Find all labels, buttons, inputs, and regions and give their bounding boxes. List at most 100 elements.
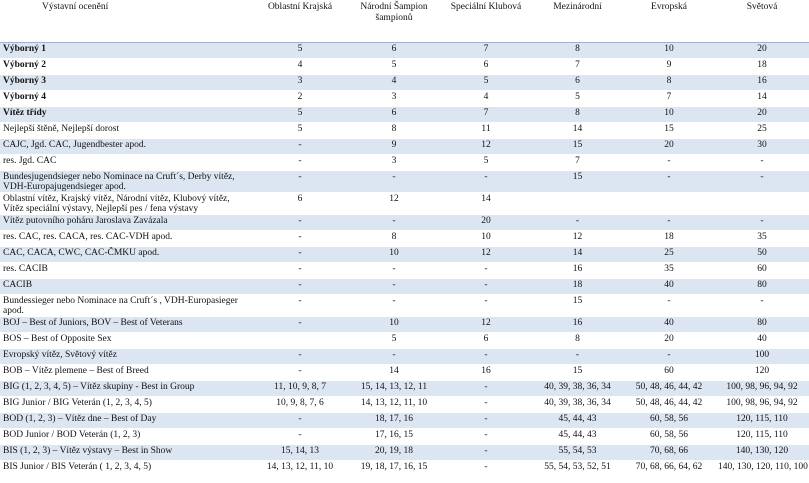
cell-national: - — [348, 294, 440, 317]
table-row: BIG Junior / BIG Veterán (1, 2, 3, 4, 5)… — [0, 396, 809, 413]
table-row: res. CAC, res. CACA, res. CAC-VDH apod. -… — [0, 230, 809, 247]
row-label: Bundessieger nebo Nominace na Cruft´s , … — [0, 294, 252, 317]
cell-national: 3 — [348, 90, 440, 107]
cell-national: - — [348, 278, 440, 295]
cell-national: 14 — [348, 364, 440, 381]
table-row: Oblastní vítěz, Krajský vítěz, Národní v… — [0, 192, 809, 215]
cell-world: 140, 130, 120 — [715, 444, 809, 461]
cell-european: 25 — [623, 246, 715, 263]
table-row: Bundesjugendsieger nebo Nominace na Cruf… — [0, 170, 809, 193]
cell-special-club: - — [440, 294, 532, 317]
cell-international: 55, 54, 53, 52, 51 — [532, 460, 623, 477]
cell-national: 5 — [348, 58, 440, 75]
cell-special-club: 7 — [440, 42, 532, 59]
cell-world: 100, 98, 96, 94, 92 — [715, 380, 809, 397]
cell-european: - — [623, 214, 715, 231]
cell-international: 15 — [532, 170, 623, 193]
cell-international: 5 — [532, 90, 623, 107]
cell-european: 40 — [623, 316, 715, 333]
cell-world — [715, 192, 809, 215]
cell-international: 7 — [532, 154, 623, 171]
cell-international: 6 — [532, 74, 623, 91]
row-label: Nejlepší štěně, Nejlepší dorost — [0, 122, 252, 139]
cell-national: 15, 14, 13, 12, 11 — [348, 380, 440, 397]
row-label: BIG (1, 2, 3, 4, 5) – Vítěz skupiny - Be… — [0, 380, 252, 397]
cell-regional: 14, 13, 12, 11, 10 — [252, 460, 348, 477]
cell-regional — [252, 332, 348, 349]
cell-regional: 3 — [252, 74, 348, 91]
cell-international: 40, 39, 38, 36, 34 — [532, 380, 623, 397]
table-row: BIS Junior / BIS Veterán ( 1, 2, 3, 4, 5… — [0, 460, 809, 477]
cell-special-club: - — [440, 170, 532, 193]
cell-world: 20 — [715, 106, 809, 123]
row-label: BIG Junior / BIG Veterán (1, 2, 3, 4, 5) — [0, 396, 252, 413]
cell-regional: 6 — [252, 192, 348, 215]
cell-special-club: 12 — [440, 138, 532, 155]
cell-european: 8 — [623, 74, 715, 91]
cell-special-club: 16 — [440, 364, 532, 381]
row-label: BOD Junior / BOD Veterán (1, 2, 3) — [0, 428, 252, 445]
cell-world: 140, 130, 120, 110, 100 — [715, 460, 809, 477]
header-international: Mezinárodní — [532, 0, 623, 43]
row-label: Bundesjugendsieger nebo Nominace na Cruf… — [0, 170, 252, 193]
cell-european: 20 — [623, 138, 715, 155]
cell-world: 40 — [715, 332, 809, 349]
cell-regional: - — [252, 316, 348, 333]
table-row: Vítěz putovního poháru Jaroslava Zavázal… — [0, 214, 809, 231]
cell-international: 15 — [532, 364, 623, 381]
cell-international: 18 — [532, 278, 623, 295]
cell-special-club: - — [440, 262, 532, 279]
cell-special-club: 4 — [440, 90, 532, 107]
cell-international: 16 — [532, 316, 623, 333]
cell-european: - — [623, 170, 715, 193]
cell-european: 35 — [623, 262, 715, 279]
cell-special-club: 20 — [440, 214, 532, 231]
cell-regional: 15, 14, 13 — [252, 444, 348, 461]
cell-national: 12 — [348, 192, 440, 215]
cell-world: 80 — [715, 316, 809, 333]
cell-world: 30 — [715, 138, 809, 155]
cell-regional: - — [252, 170, 348, 193]
cell-national: 6 — [348, 106, 440, 123]
cell-national: - — [348, 170, 440, 193]
cell-national: 10 — [348, 246, 440, 263]
cell-special-club: 10 — [440, 230, 532, 247]
cell-national: 6 — [348, 42, 440, 59]
cell-world: - — [715, 154, 809, 171]
cell-international: 40, 39, 38, 36, 34 — [532, 396, 623, 413]
row-label: Výborný 3 — [0, 74, 252, 91]
cell-international: 7 — [532, 58, 623, 75]
cell-international: 14 — [532, 122, 623, 139]
table-row: BIS (1, 2, 3) – Vítěz výstavy – Best in … — [0, 444, 809, 461]
table-row: BOD Junior / BOD Veterán (1, 2, 3) -17, 1… — [0, 428, 809, 445]
row-label: BOD (1, 2, 3) – Vítěz dne – Best of Day — [0, 412, 252, 429]
header-regional: Oblastní Krajská — [252, 0, 348, 43]
cell-international: 8 — [532, 106, 623, 123]
cell-national: - — [348, 214, 440, 231]
row-label: BOJ – Best of Juniors, BOV – Best of Vet… — [0, 316, 252, 333]
cell-special-club: 14 — [440, 192, 532, 215]
cell-national: 19, 18, 17, 16, 15 — [348, 460, 440, 477]
cell-regional: 10, 9, 8, 7, 6 — [252, 396, 348, 413]
cell-world: 20 — [715, 42, 809, 59]
cell-national: 10 — [348, 316, 440, 333]
cell-national: 8 — [348, 230, 440, 247]
cell-european: 70, 68, 66, 64, 62 — [623, 460, 715, 477]
table-row: CAJC, Jgd. CAC, Jugendbester apod. -9 12 15… — [0, 138, 809, 155]
cell-european: 70, 68, 66 — [623, 444, 715, 461]
row-label: Evropský vítěz, Světový vítěz — [0, 348, 252, 365]
table-row: Výborný 1 5 6 7 8 10 20 — [0, 42, 809, 59]
cell-special-club: 12 — [440, 246, 532, 263]
cell-international: 16 — [532, 262, 623, 279]
cell-world: 120, 115, 110 — [715, 412, 809, 429]
cell-international: 8 — [532, 332, 623, 349]
cell-national: 18, 17, 16 — [348, 412, 440, 429]
cell-special-club: 12 — [440, 316, 532, 333]
cell-regional: 5 — [252, 42, 348, 59]
cell-regional: - — [252, 278, 348, 295]
cell-regional: - — [252, 294, 348, 317]
cell-regional: 11, 10, 9, 8, 7 — [252, 380, 348, 397]
row-label: res. Jgd. CAC — [0, 154, 252, 171]
cell-special-club: 5 — [440, 154, 532, 171]
row-label: Výborný 2 — [0, 58, 252, 75]
